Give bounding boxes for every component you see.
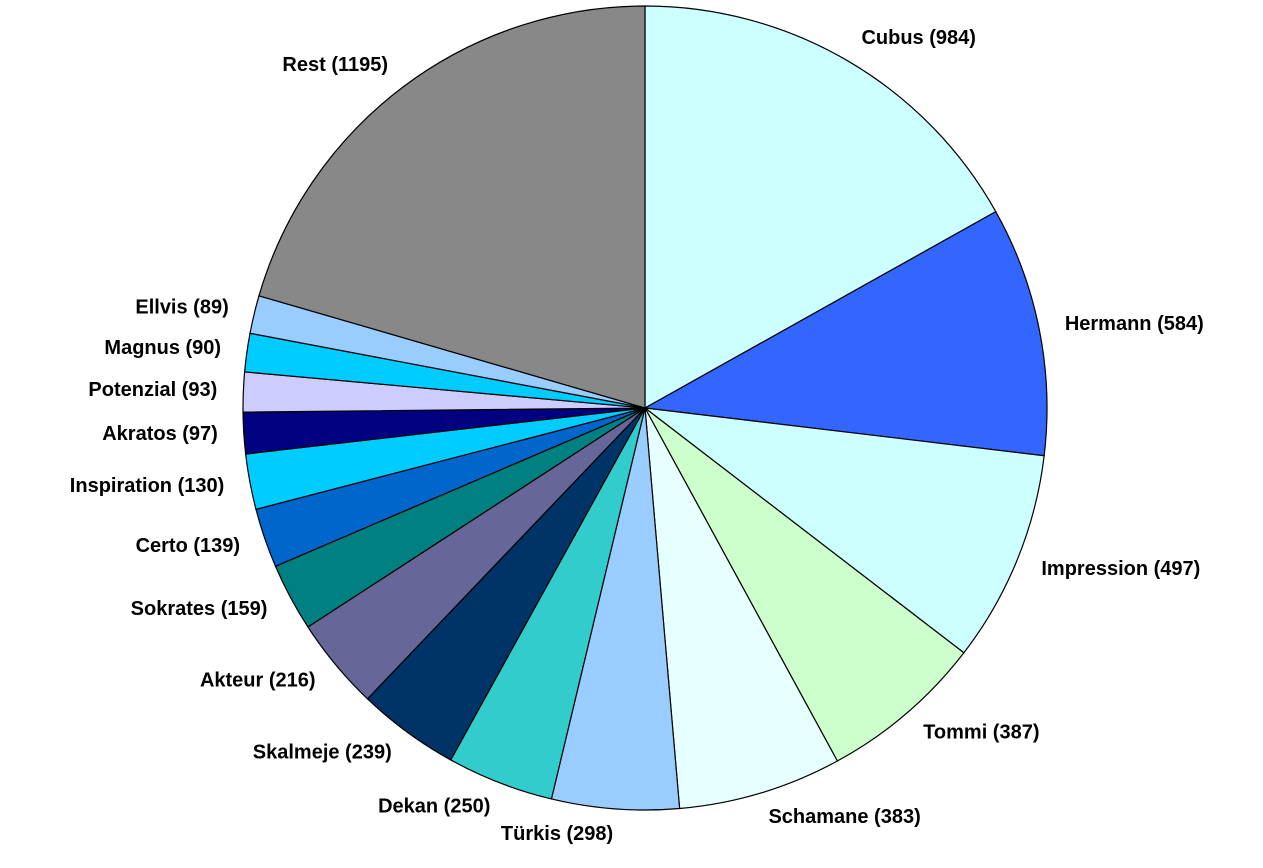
slice-label: Tommi (387)	[923, 722, 1039, 744]
slice-label: Schamane (383)	[768, 806, 920, 828]
slice-label: Inspiration (130)	[70, 475, 224, 497]
pie-slice	[644, 407, 839, 810]
pie-slice	[643, 210, 1048, 457]
pie-slice	[258, 5, 646, 409]
slice-label: Magnus (90)	[104, 337, 221, 359]
pie-slice	[644, 407, 965, 762]
slice-label: Dekan (250)	[378, 795, 490, 817]
slice-label: Certo (139)	[136, 535, 240, 557]
slice-label: Skalmeje (239)	[253, 741, 392, 763]
slice-label: Impression (497)	[1041, 558, 1200, 580]
pie-slice	[644, 5, 997, 410]
slice-label: Potenzial (93)	[88, 379, 217, 401]
slice-label: Rest (1195)	[282, 54, 388, 76]
slice-label: Hermann (584)	[1065, 313, 1204, 335]
slice-label: Türkis (298)	[501, 823, 613, 845]
slice-label: Akratos (97)	[102, 423, 218, 445]
slice-label: Akteur (216)	[200, 670, 316, 692]
slice-label: Sokrates (159)	[131, 598, 268, 620]
slice-label: Cubus (984)	[861, 27, 975, 49]
slice-label: Ellvis (89)	[135, 297, 228, 319]
pie-slice	[642, 407, 1045, 654]
